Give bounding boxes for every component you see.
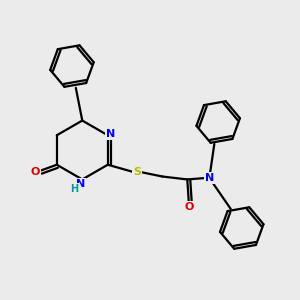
Text: N: N: [106, 129, 115, 139]
Text: O: O: [31, 167, 40, 177]
Text: O: O: [184, 202, 194, 212]
Text: S: S: [133, 167, 141, 177]
Text: N: N: [205, 173, 214, 183]
Text: H: H: [70, 184, 78, 194]
Text: N: N: [76, 179, 86, 189]
